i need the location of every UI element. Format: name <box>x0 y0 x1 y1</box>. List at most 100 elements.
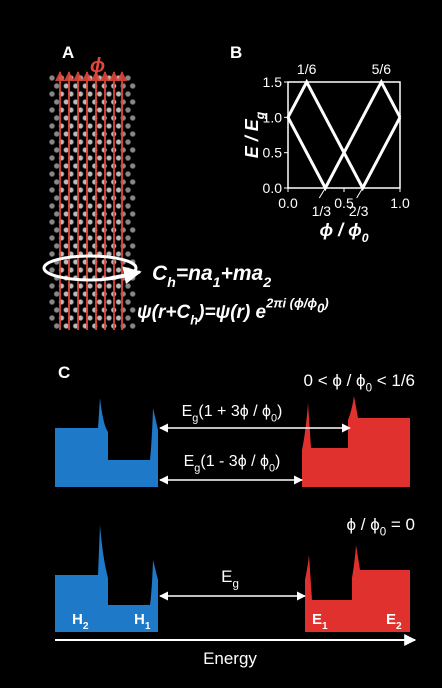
atom <box>97 267 102 272</box>
top-tick-label: 1/6 <box>297 61 317 77</box>
atom <box>130 195 135 200</box>
atom <box>97 283 102 288</box>
text-segment: < 1/6 <box>372 371 415 390</box>
atom <box>54 147 59 152</box>
atom <box>125 139 130 144</box>
text-segment: 2 <box>83 621 89 632</box>
atom <box>54 83 59 88</box>
text-segment: 2 <box>262 275 271 291</box>
atom <box>87 139 92 144</box>
atom <box>130 243 135 248</box>
atom <box>116 267 121 272</box>
atom <box>106 91 111 96</box>
atom <box>54 195 59 200</box>
atom <box>97 107 102 112</box>
bottom-tick-label: 1/3 <box>312 203 332 219</box>
text-segment: E <box>312 611 322 628</box>
atom <box>54 211 59 216</box>
atom <box>97 139 102 144</box>
atom <box>106 283 111 288</box>
text-segment: 1 <box>322 621 328 632</box>
atom <box>106 203 111 208</box>
axis-label: Energy <box>203 649 257 668</box>
text-segment: E <box>182 403 193 420</box>
atom <box>125 107 130 112</box>
atom <box>106 75 111 80</box>
atom <box>87 235 92 240</box>
atom <box>116 91 121 96</box>
atom <box>130 99 135 104</box>
text-segment: C <box>152 262 168 285</box>
atom <box>97 203 102 208</box>
atom <box>106 187 111 192</box>
atom <box>116 219 121 224</box>
atom <box>106 123 111 128</box>
text-segment: )=ψ(r) e <box>196 302 266 323</box>
atom <box>106 171 111 176</box>
text-segment: E <box>184 453 195 470</box>
atom <box>97 219 102 224</box>
atom <box>87 155 92 160</box>
atom <box>130 323 135 328</box>
atom <box>130 163 135 168</box>
atom <box>106 267 111 272</box>
atom <box>87 299 92 304</box>
atom <box>49 155 54 160</box>
atom <box>125 299 130 304</box>
atom <box>125 91 130 96</box>
atom <box>116 107 121 112</box>
text-segment: 2πi (ϕ/ϕ <box>265 295 317 310</box>
atom <box>106 235 111 240</box>
atom <box>106 155 111 160</box>
atom <box>116 315 121 320</box>
atom <box>116 299 121 304</box>
atom <box>106 107 111 112</box>
text-segment: ϕ / ϕ <box>347 515 380 534</box>
atom <box>116 251 121 256</box>
bottom-tick-label: 2/3 <box>349 203 369 219</box>
atom <box>87 91 92 96</box>
atom <box>116 283 121 288</box>
text-segment: = 0 <box>386 515 415 534</box>
text-segment: 1 <box>145 621 151 632</box>
top-tick-label: 5/6 <box>372 61 392 77</box>
atom <box>49 187 54 192</box>
text-segment: =n <box>176 262 201 285</box>
atom <box>49 299 54 304</box>
atom <box>125 203 130 208</box>
atom <box>87 315 92 320</box>
text-segment: h <box>167 275 176 291</box>
atom <box>125 123 130 128</box>
text-segment: g <box>253 111 267 120</box>
text-segment: h <box>190 312 198 327</box>
y-tick-label: 0.0 <box>263 180 283 196</box>
atom <box>97 315 102 320</box>
y-tick-label: 1.5 <box>263 74 283 90</box>
panel-label: B <box>230 43 242 62</box>
atom <box>125 219 130 224</box>
text-segment: H <box>72 611 83 628</box>
atom <box>106 315 111 320</box>
text-segment: (1 - 3ϕ / ϕ <box>200 453 269 470</box>
atom <box>54 131 59 136</box>
atom <box>125 171 130 176</box>
atom <box>97 123 102 128</box>
text-segment: E / E <box>242 118 262 158</box>
atom <box>130 227 135 232</box>
atom <box>116 139 121 144</box>
text-segment: a <box>201 262 213 285</box>
panel-label: C <box>58 363 70 382</box>
atom <box>49 235 54 240</box>
atom <box>54 227 59 232</box>
atom <box>54 291 59 296</box>
atom <box>49 91 54 96</box>
atom <box>49 171 54 176</box>
atom <box>130 291 135 296</box>
text-segment: 0 <box>362 231 369 245</box>
atom <box>97 299 102 304</box>
atom <box>97 171 102 176</box>
atom <box>49 219 54 224</box>
atom <box>106 139 111 144</box>
atom <box>87 171 92 176</box>
text-segment: ϕ / ϕ <box>319 220 361 240</box>
